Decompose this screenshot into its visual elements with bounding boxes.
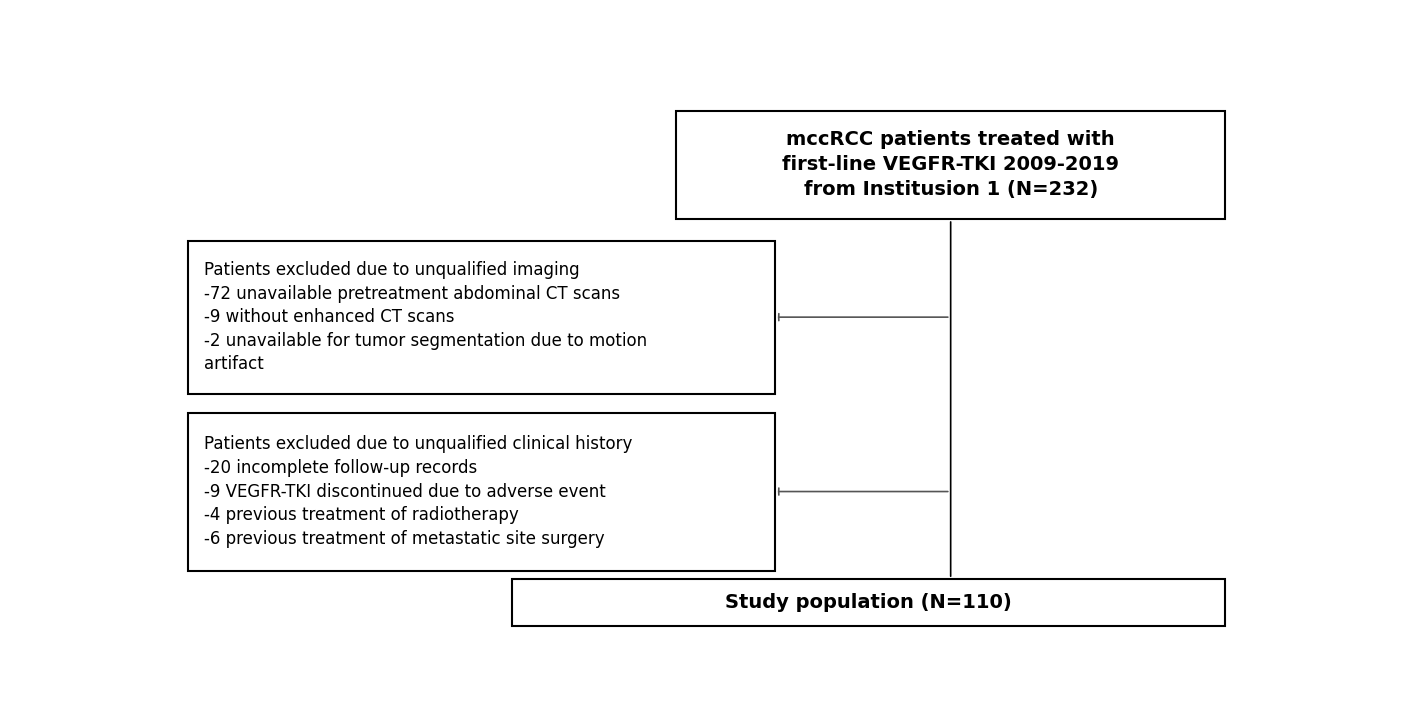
Text: mccRCC patients treated with
first-line VEGFR-TKI 2009-2019
from Institusion 1 (: mccRCC patients treated with first-line … (782, 130, 1119, 199)
Text: Study population (N=110): Study population (N=110) (725, 592, 1012, 612)
Bar (188, 413, 775, 571)
Bar (677, 111, 1225, 219)
Bar (188, 242, 775, 393)
Text: Patients excluded due to unqualified imaging
-72 unavailable pretreatment abdomi: Patients excluded due to unqualified ima… (204, 261, 647, 373)
Text: Patients excluded due to unqualified clinical history
-20 incomplete follow-up r: Patients excluded due to unqualified cli… (204, 435, 633, 548)
Bar (511, 579, 1225, 626)
